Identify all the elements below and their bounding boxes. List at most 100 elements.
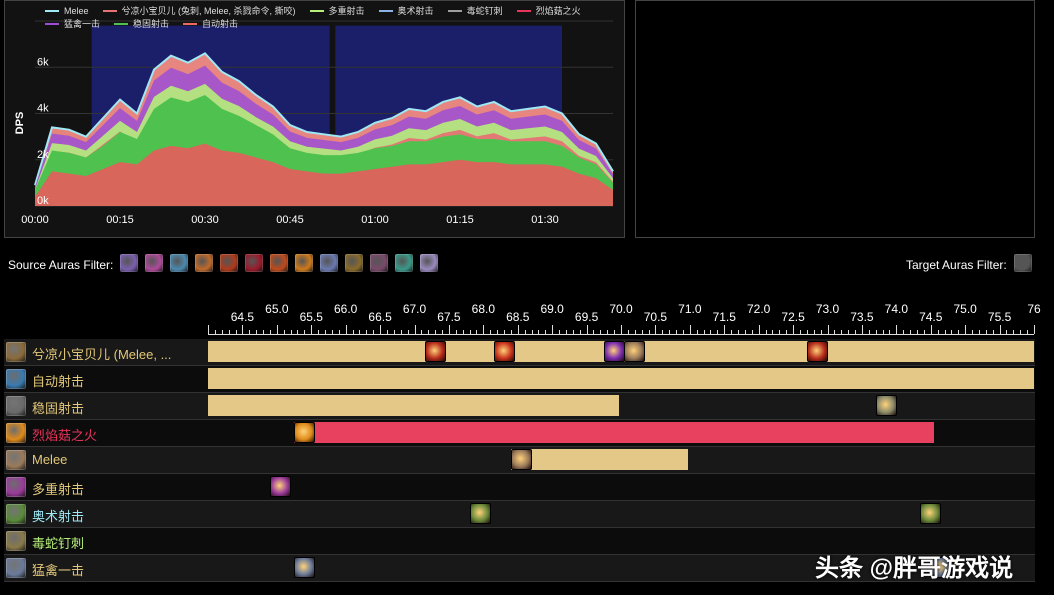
tick-minor (386, 330, 388, 334)
timeline-tick-label: 67.0 (402, 302, 427, 316)
ability-icon (6, 450, 26, 470)
timeline-tick-label: 76 (1027, 302, 1041, 316)
cast-event-icon[interactable] (806, 341, 828, 362)
tick-minor (428, 330, 430, 334)
tick-minor (916, 330, 918, 334)
tick-minor (442, 330, 444, 334)
ability-icon (6, 423, 26, 443)
cast-event-icon[interactable] (624, 341, 646, 362)
legend-item[interactable]: 烈焰菇之火 (516, 4, 581, 17)
timeline-row[interactable]: Melee (4, 447, 1035, 474)
uptime-bar[interactable] (510, 449, 689, 470)
timeline-row[interactable]: 烈焰菇之火 (4, 420, 1035, 447)
source-auras-filter: Source Auras Filter: (8, 254, 439, 275)
aura-icon-6[interactable] (245, 254, 264, 272)
tick-minor (875, 330, 877, 334)
legend-label: 烈焰菇之火 (535, 6, 581, 16)
tick-minor (393, 330, 395, 334)
timeline-row[interactable]: 奥术射击 (4, 501, 1035, 528)
tick-minor (648, 330, 650, 334)
tick-major (1034, 325, 1035, 334)
tick-minor (772, 330, 774, 334)
legend-row-2: 猛禽一击 稳固射击 自动射击 (45, 17, 595, 30)
aura-icon-1[interactable] (120, 254, 139, 272)
tick-minor (1013, 330, 1015, 334)
cast-event-icon[interactable] (493, 341, 515, 362)
aura-icon-4[interactable] (195, 254, 214, 272)
tick-minor (455, 330, 457, 334)
aura-icon-13[interactable] (420, 254, 439, 272)
cast-event-icon[interactable] (469, 503, 491, 524)
tick-minor (607, 330, 609, 334)
tick-minor (751, 330, 753, 334)
tick-minor (497, 330, 499, 334)
legend-label: 自动射击 (202, 19, 239, 29)
legend-item[interactable]: 兮凉小宝贝儿 (兔刺, Melee, 杀戮命令, 撕咬) (102, 4, 296, 17)
timeline-row[interactable]: 多重射击 (4, 474, 1035, 501)
timeline-tick-label: 68.5 (506, 310, 530, 324)
cast-event-icon[interactable] (269, 476, 291, 497)
cast-event-icon[interactable] (603, 341, 625, 362)
aura-icon-10[interactable] (345, 254, 364, 272)
timeline-tick-label: 74.0 (884, 302, 909, 316)
cast-event-icon[interactable] (510, 449, 532, 470)
timeline-row[interactable]: 自动射击 (4, 366, 1035, 393)
legend-swatch (102, 9, 117, 12)
tick-minor (1027, 330, 1029, 334)
ability-label: 猛禽一击 (32, 563, 85, 578)
aura-icon-3[interactable] (170, 254, 189, 272)
aura-icon-7[interactable] (270, 254, 289, 272)
y-tick-label: 2k (37, 149, 49, 161)
tick-minor (662, 330, 664, 334)
cast-event-icon[interactable] (920, 503, 942, 524)
tick-major (861, 325, 863, 334)
aura-icon-11[interactable] (370, 254, 389, 272)
tick-major (999, 325, 1001, 334)
legend-label: Melee (64, 5, 89, 16)
target-aura-icon-1[interactable] (1013, 254, 1032, 272)
cast-event-icon[interactable] (294, 557, 316, 578)
legend-item[interactable]: 稳固射击 (114, 17, 169, 30)
timeline-row[interactable]: 猛禽一击 (4, 555, 1035, 582)
timeline-row[interactable]: 毒蛇钉刺 (4, 528, 1035, 555)
target-auras-filter: Target Auras Filter: (906, 254, 1032, 275)
uptime-bar[interactable] (294, 422, 935, 443)
cast-event-icon[interactable] (875, 395, 897, 416)
tick-minor (834, 330, 836, 334)
tick-minor (283, 330, 285, 334)
legend-item[interactable]: 奥术射击 (378, 4, 434, 17)
tick-minor (848, 330, 850, 334)
timeline-row[interactable]: 稳固射击 (4, 393, 1035, 420)
aura-icon-2[interactable] (145, 254, 164, 272)
tick-minor (228, 330, 230, 334)
cast-event-icon[interactable] (930, 557, 952, 578)
tick-minor (490, 330, 492, 334)
x-tick-label: 01:30 (531, 214, 559, 226)
ability-label: 稳固射击 (32, 401, 85, 416)
aura-icon-12[interactable] (395, 254, 414, 272)
watermark: 头条 @胖哥游戏说 (815, 555, 1014, 582)
timeline-tick-label: 71.0 (678, 302, 702, 316)
uptime-bar[interactable] (208, 368, 1034, 389)
tick-minor (221, 330, 223, 334)
y-tick-label: 6k (37, 56, 49, 68)
legend-item[interactable]: 毒蛇钉刺 (447, 4, 503, 17)
tick-major (380, 325, 382, 334)
ability-icon (6, 558, 26, 578)
tick-minor (910, 330, 912, 334)
aura-icon-8[interactable] (295, 254, 314, 272)
legend-item[interactable]: 多重射击 (309, 4, 365, 17)
x-tick-label: 01:15 (446, 214, 474, 226)
cast-event-icon[interactable] (294, 422, 316, 443)
legend-item[interactable]: 自动射击 (183, 17, 238, 30)
legend-item[interactable]: 猛禽一击 (45, 17, 100, 30)
ability-label: Melee (32, 452, 68, 467)
aura-icon-5[interactable] (220, 254, 239, 272)
uptime-bar[interactable] (208, 395, 619, 416)
timeline-row[interactable]: 兮凉小宝贝儿 (Melee, ... (4, 339, 1035, 366)
cast-event-icon[interactable] (424, 341, 446, 362)
aura-icon-9[interactable] (320, 254, 339, 272)
tick-major (827, 325, 829, 334)
legend-item[interactable]: Melee (45, 6, 89, 16)
tick-minor (627, 330, 629, 334)
